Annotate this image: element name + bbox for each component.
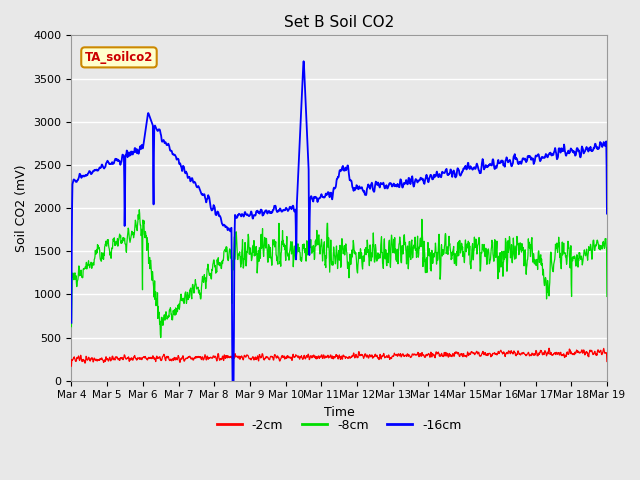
Title: Set B Soil CO2: Set B Soil CO2 <box>284 15 394 30</box>
Text: TA_soilco2: TA_soilco2 <box>84 51 153 64</box>
Legend: -2cm, -8cm, -16cm: -2cm, -8cm, -16cm <box>212 414 467 437</box>
X-axis label: Time: Time <box>324 406 355 419</box>
Y-axis label: Soil CO2 (mV): Soil CO2 (mV) <box>15 164 28 252</box>
